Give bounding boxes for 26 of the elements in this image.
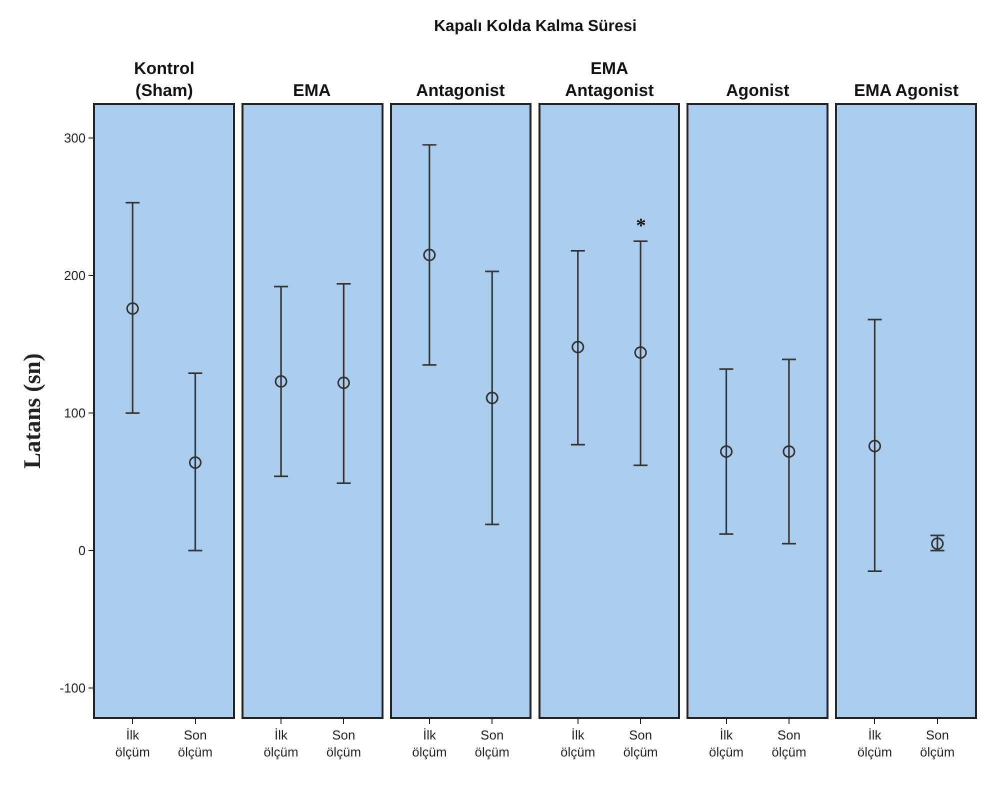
x-tick-label: Son ölçüm	[772, 727, 806, 760]
x-tick-label: İlk ölçüm	[412, 727, 447, 760]
chart-subtitle: Agonist	[726, 81, 790, 100]
x-tick-label: İlk ölçüm	[560, 727, 596, 760]
chart-subtitle: EMA	[293, 81, 331, 100]
x-tick-label: Son ölçüm	[920, 727, 955, 760]
text: Kapalı Kolda Kalma Süresi	[434, 18, 637, 35]
chart-subtitle: EMA Agonist	[854, 81, 959, 100]
x-tick-label: Son ölçüm	[326, 727, 362, 760]
y-tick-label: -100	[60, 680, 86, 696]
y-tick-label: 0	[78, 543, 86, 558]
x-tick-label: İlk ölçüm	[708, 727, 744, 760]
annotation: *	[636, 215, 646, 237]
chart-subtitle: Kontrol (Sham)	[134, 59, 194, 100]
x-tick-label: İlk ölçüm	[857, 727, 892, 760]
x-tick-label: Son ölçüm	[623, 727, 658, 760]
chart-subtitle: EMA Antagonist	[565, 59, 654, 100]
x-tick-label: Son ölçüm	[474, 727, 510, 760]
x-tick-label: İlk ölçüm	[115, 727, 150, 760]
x-tick-label: Son ölçüm	[178, 727, 213, 760]
y-tick-label: 100	[64, 406, 86, 421]
y-tick-label: 300	[64, 130, 86, 146]
y-axis-title: Latans (sn)	[20, 353, 46, 469]
x-tick-label: İlk ölçüm	[264, 727, 298, 760]
y-tick-label: 200	[64, 268, 86, 284]
chart-subtitle: Antagonist	[416, 81, 506, 100]
